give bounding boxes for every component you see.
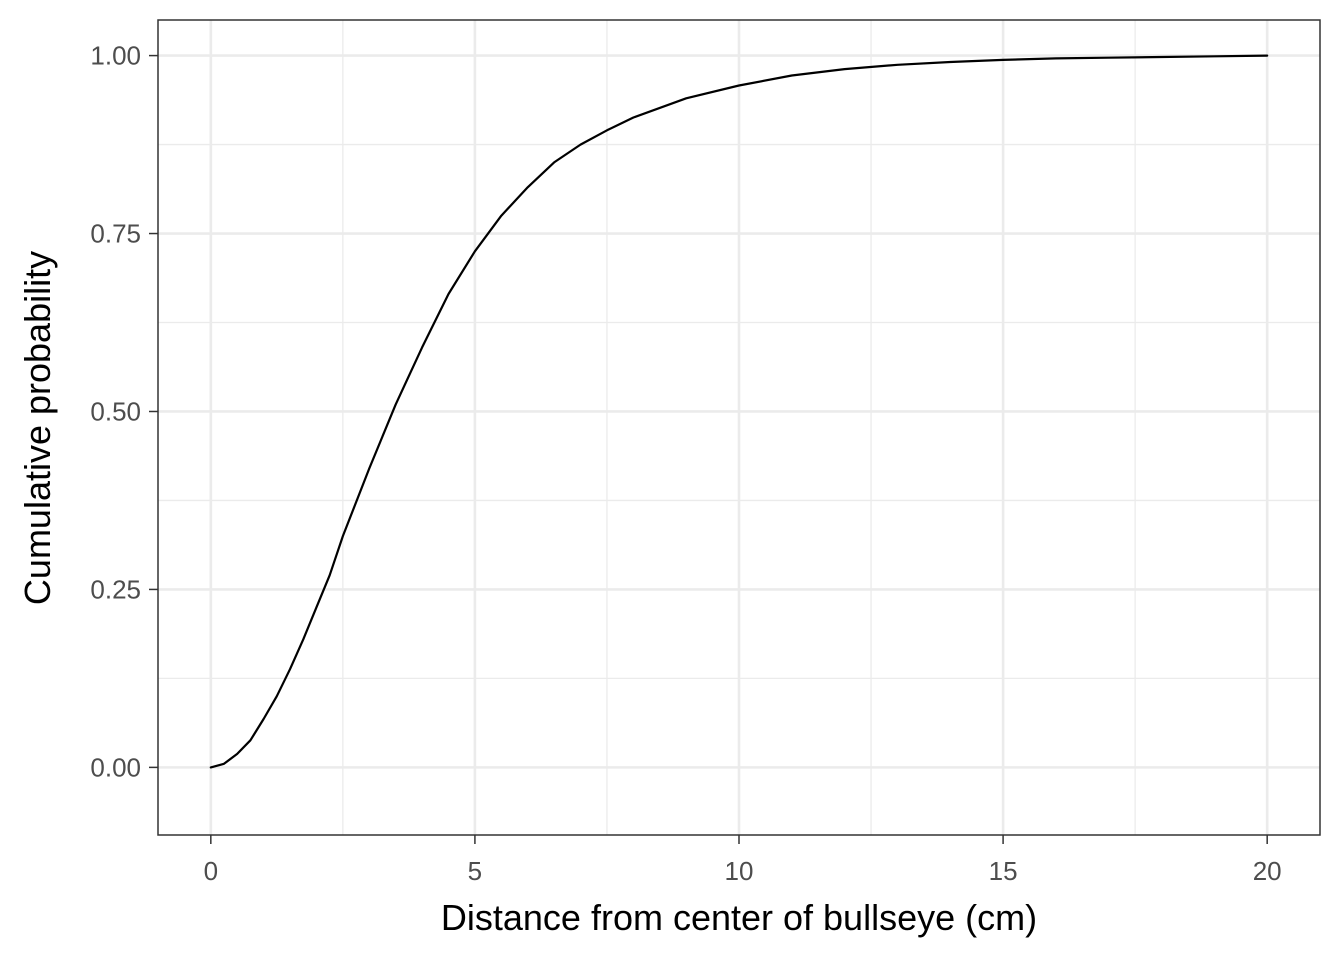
x-tick-label: 0 bbox=[204, 856, 218, 886]
x-tick-label: 10 bbox=[725, 856, 754, 886]
x-tick-label: 5 bbox=[468, 856, 482, 886]
x-axis: 0 5 10 15 20 bbox=[204, 835, 1282, 886]
series-layer bbox=[209, 54, 1269, 769]
x-tick-label: 15 bbox=[989, 856, 1018, 886]
x-tick-label: 20 bbox=[1253, 856, 1282, 886]
y-tick-label: 0.00 bbox=[90, 752, 141, 782]
cdf-line bbox=[209, 54, 1269, 769]
major-grid bbox=[158, 20, 1320, 835]
y-tick-label: 0.50 bbox=[90, 396, 141, 426]
x-axis-title: Distance from center of bullseye (cm) bbox=[441, 897, 1037, 938]
y-axis-title: Cumulative probability bbox=[17, 251, 58, 605]
y-tick-label: 0.75 bbox=[90, 219, 141, 249]
y-tick-label: 1.00 bbox=[90, 41, 141, 71]
y-axis: 0.00 0.25 0.50 0.75 1.00 bbox=[90, 41, 158, 782]
y-tick-label: 0.25 bbox=[90, 574, 141, 604]
